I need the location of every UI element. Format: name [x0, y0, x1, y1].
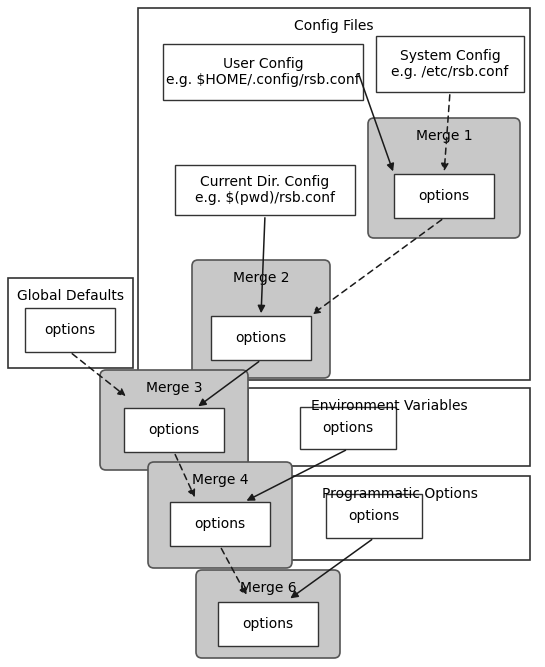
- Text: Merge 4: Merge 4: [192, 473, 249, 487]
- FancyBboxPatch shape: [100, 370, 248, 470]
- FancyBboxPatch shape: [192, 260, 330, 378]
- Text: Merge 3: Merge 3: [146, 381, 202, 395]
- Bar: [175, 165, 355, 215]
- Text: options: options: [195, 517, 246, 531]
- Text: Config Files: Config Files: [294, 19, 374, 33]
- Bar: [124, 408, 224, 452]
- Text: options: options: [348, 509, 399, 523]
- Text: options: options: [243, 617, 294, 631]
- Bar: [248, 388, 530, 466]
- Text: options: options: [419, 189, 470, 203]
- FancyBboxPatch shape: [196, 570, 340, 658]
- Text: Environment Variables: Environment Variables: [311, 399, 467, 413]
- Text: Programmatic Options: Programmatic Options: [322, 487, 478, 501]
- Text: options: options: [148, 423, 199, 437]
- Bar: [394, 174, 494, 218]
- Text: options: options: [45, 323, 95, 337]
- FancyBboxPatch shape: [148, 462, 292, 568]
- Bar: [170, 502, 270, 546]
- Bar: [376, 36, 524, 92]
- FancyBboxPatch shape: [368, 118, 520, 238]
- Text: User Config
e.g. $HOME/.config/rsb.conf: User Config e.g. $HOME/.config/rsb.conf: [166, 57, 360, 87]
- Text: options: options: [323, 421, 373, 435]
- Bar: [138, 8, 530, 380]
- Bar: [8, 278, 133, 368]
- Bar: [25, 308, 115, 352]
- Bar: [211, 316, 311, 360]
- Bar: [300, 407, 396, 449]
- Text: options: options: [235, 331, 287, 345]
- Text: Global Defaults: Global Defaults: [17, 289, 124, 303]
- Text: Merge 1: Merge 1: [416, 129, 473, 143]
- Text: Current Dir. Config
e.g. $(pwd)/rsb.conf: Current Dir. Config e.g. $(pwd)/rsb.conf: [195, 175, 335, 205]
- Bar: [163, 44, 363, 100]
- Text: Merge 6: Merge 6: [240, 581, 296, 595]
- Text: System Config
e.g. /etc/rsb.conf: System Config e.g. /etc/rsb.conf: [391, 49, 508, 79]
- Bar: [326, 494, 422, 538]
- Bar: [270, 476, 530, 560]
- Text: Merge 2: Merge 2: [233, 271, 289, 285]
- Bar: [218, 602, 318, 646]
